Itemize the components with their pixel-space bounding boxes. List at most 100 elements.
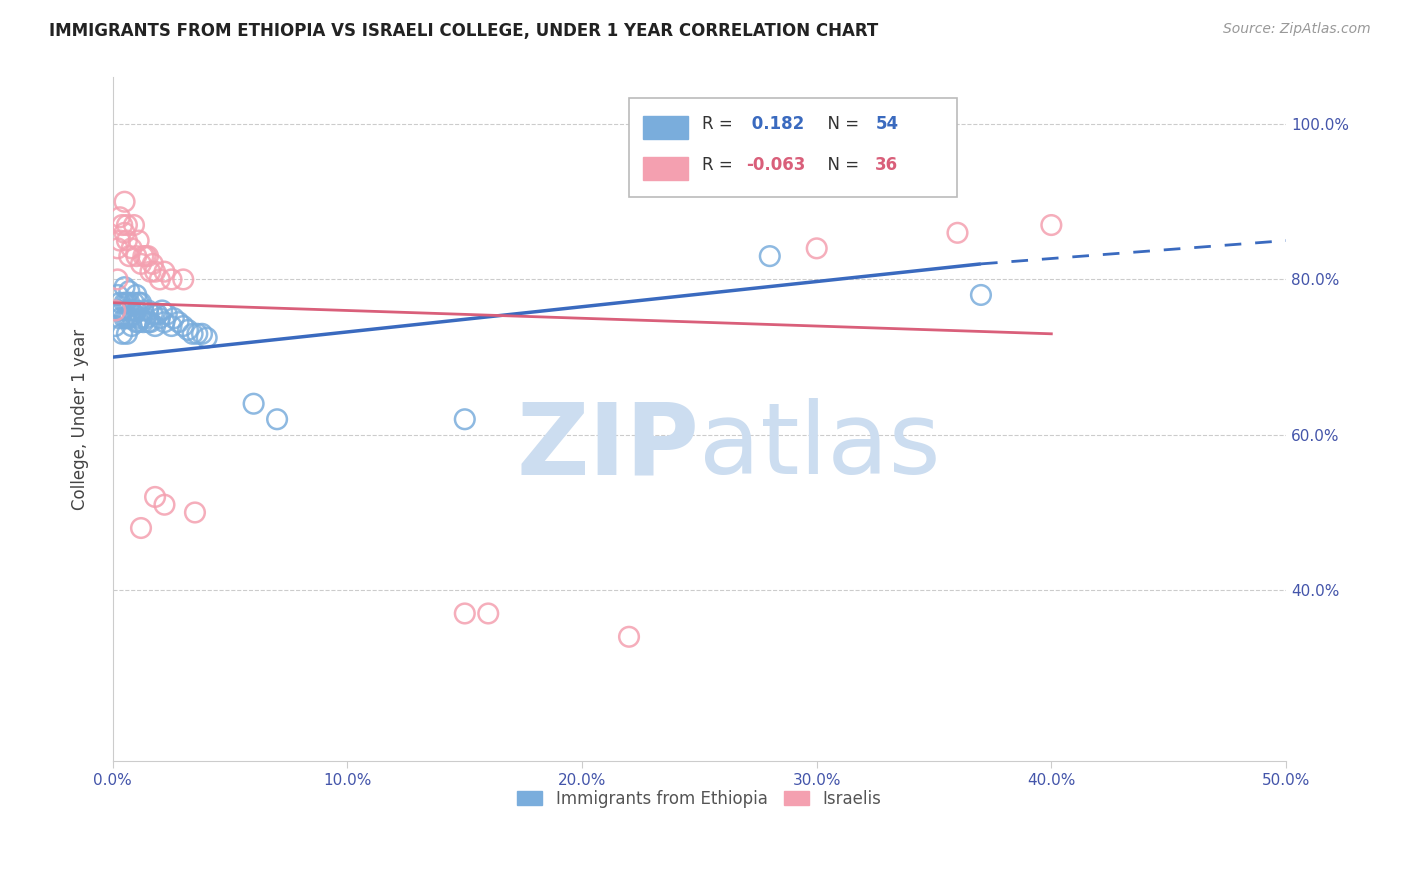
Point	[759, 249, 782, 263]
Point	[172, 319, 194, 334]
Point	[108, 234, 131, 248]
Point	[121, 241, 143, 255]
Point	[115, 326, 138, 341]
Point	[477, 607, 499, 621]
Point	[150, 303, 173, 318]
Point	[122, 218, 145, 232]
Text: R =: R =	[702, 115, 738, 133]
Point	[454, 607, 477, 621]
Point	[122, 295, 145, 310]
Point	[118, 311, 141, 326]
Legend: Immigrants from Ethiopia, Israelis: Immigrants from Ethiopia, Israelis	[510, 783, 889, 814]
Point	[167, 315, 190, 329]
Point	[108, 295, 131, 310]
Point	[111, 218, 134, 232]
Point	[970, 288, 993, 302]
Point	[160, 272, 183, 286]
Point	[129, 311, 152, 326]
Point	[114, 311, 136, 326]
Point	[142, 307, 165, 321]
Text: 0.182: 0.182	[747, 115, 804, 133]
Text: N =: N =	[817, 115, 865, 133]
Point	[114, 194, 136, 209]
Text: -0.063: -0.063	[747, 156, 806, 174]
Text: IMMIGRANTS FROM ETHIOPIA VS ISRAELI COLLEGE, UNDER 1 YEAR CORRELATION CHART: IMMIGRANTS FROM ETHIOPIA VS ISRAELI COLL…	[49, 22, 879, 40]
Point	[115, 218, 138, 232]
Point	[156, 307, 179, 321]
Text: N =: N =	[817, 156, 865, 174]
Point	[153, 315, 176, 329]
Point	[115, 311, 138, 326]
Point	[242, 397, 264, 411]
Point	[121, 303, 143, 318]
Point	[107, 272, 129, 286]
Point	[118, 249, 141, 263]
Point	[142, 257, 165, 271]
Point	[128, 315, 150, 329]
Point	[122, 307, 145, 321]
Point	[107, 241, 129, 255]
Point	[149, 311, 172, 326]
Point	[266, 412, 288, 426]
Point	[1040, 218, 1063, 232]
Point	[153, 265, 176, 279]
Point	[107, 288, 129, 302]
Point	[617, 630, 640, 644]
Point	[139, 265, 162, 279]
Point	[135, 311, 157, 326]
Point	[108, 311, 131, 326]
Point	[143, 319, 166, 334]
Point	[125, 315, 148, 329]
Point	[104, 319, 127, 334]
Point	[115, 234, 138, 248]
Point	[129, 521, 152, 535]
Point	[946, 226, 969, 240]
Text: Source: ZipAtlas.com: Source: ZipAtlas.com	[1223, 22, 1371, 37]
Point	[114, 295, 136, 310]
Point	[143, 490, 166, 504]
Point	[149, 272, 172, 286]
Point	[111, 326, 134, 341]
Point	[454, 412, 477, 426]
Point	[177, 323, 200, 337]
Point	[107, 303, 129, 318]
Text: 54: 54	[876, 115, 898, 133]
Point	[132, 249, 155, 263]
Point	[114, 280, 136, 294]
FancyBboxPatch shape	[643, 116, 688, 139]
Point	[181, 326, 204, 341]
Point	[132, 303, 155, 318]
Point	[115, 295, 138, 310]
Point	[129, 295, 152, 310]
Point	[806, 241, 828, 255]
Point	[128, 295, 150, 310]
Point	[136, 303, 159, 318]
Text: ZIP: ZIP	[516, 398, 699, 495]
Point	[125, 288, 148, 302]
Point	[129, 257, 152, 271]
FancyBboxPatch shape	[628, 98, 957, 197]
Point	[160, 319, 183, 334]
Point	[163, 311, 186, 326]
Point	[121, 319, 143, 334]
Point	[111, 303, 134, 318]
Point	[195, 331, 218, 345]
Point	[125, 249, 148, 263]
Point	[108, 211, 131, 225]
Point	[186, 326, 208, 341]
Text: atlas: atlas	[699, 398, 941, 495]
Point	[104, 303, 127, 318]
Point	[125, 303, 148, 318]
Text: 36: 36	[876, 156, 898, 174]
Point	[118, 295, 141, 310]
Point	[128, 234, 150, 248]
Point	[191, 326, 214, 341]
Point	[132, 315, 155, 329]
Point	[172, 272, 194, 286]
Point	[143, 265, 166, 279]
FancyBboxPatch shape	[643, 157, 688, 180]
Point	[136, 315, 159, 329]
Point	[146, 307, 169, 321]
Point	[114, 226, 136, 240]
Point	[139, 315, 162, 329]
